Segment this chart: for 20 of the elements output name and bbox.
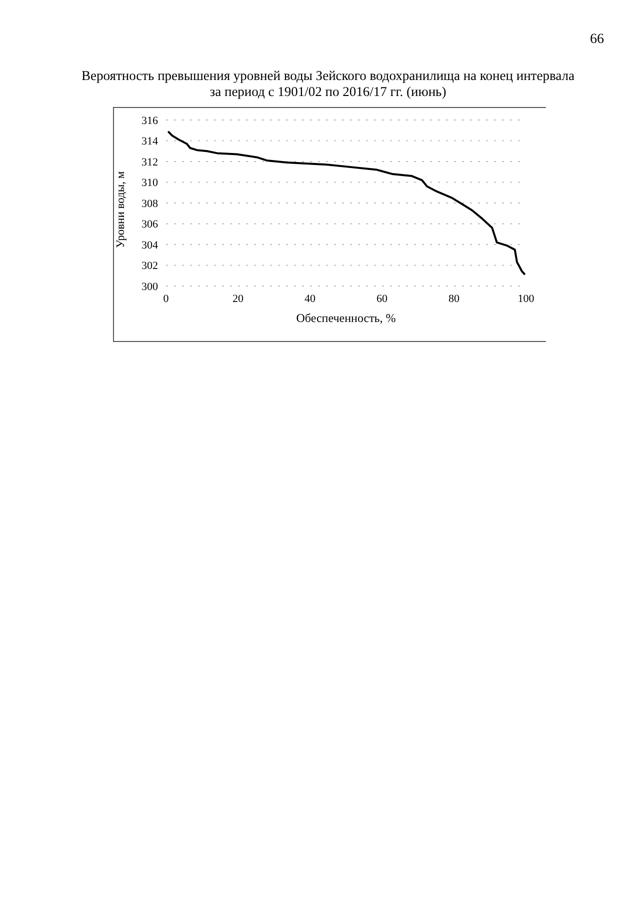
y-tick-label: 300 [142,280,158,293]
x-tick-label: 40 [304,292,316,305]
y-tick-label: 312 [142,156,158,168]
y-axis-title: Уровни воды, м [115,170,128,248]
x-tick-label: 60 [376,292,388,305]
x-tick-label: 20 [232,292,244,305]
chart-title: Вероятность превышения уровней воды Зейского водохранилища на конец интервала за период с 1901/02 по 2016/17 гг. (июнь) [80,68,576,100]
y-tick-label: 308 [142,198,158,210]
y-tick-label: 302 [142,260,158,272]
y-tick-label: 306 [142,218,158,231]
y-tick-label: 310 [142,177,158,190]
y-tick-label: 316 [142,114,158,127]
text: 66 [590,32,604,48]
y-tick-label: 314 [142,136,158,148]
y-tick-label: 304 [142,239,158,252]
x-tick-label: 100 [518,292,535,305]
x-tick-label: 0 [163,292,170,305]
x-tick-label: 80 [448,292,460,305]
x-axis-title: Обеспеченность, % [296,311,396,325]
line-series [167,130,526,276]
